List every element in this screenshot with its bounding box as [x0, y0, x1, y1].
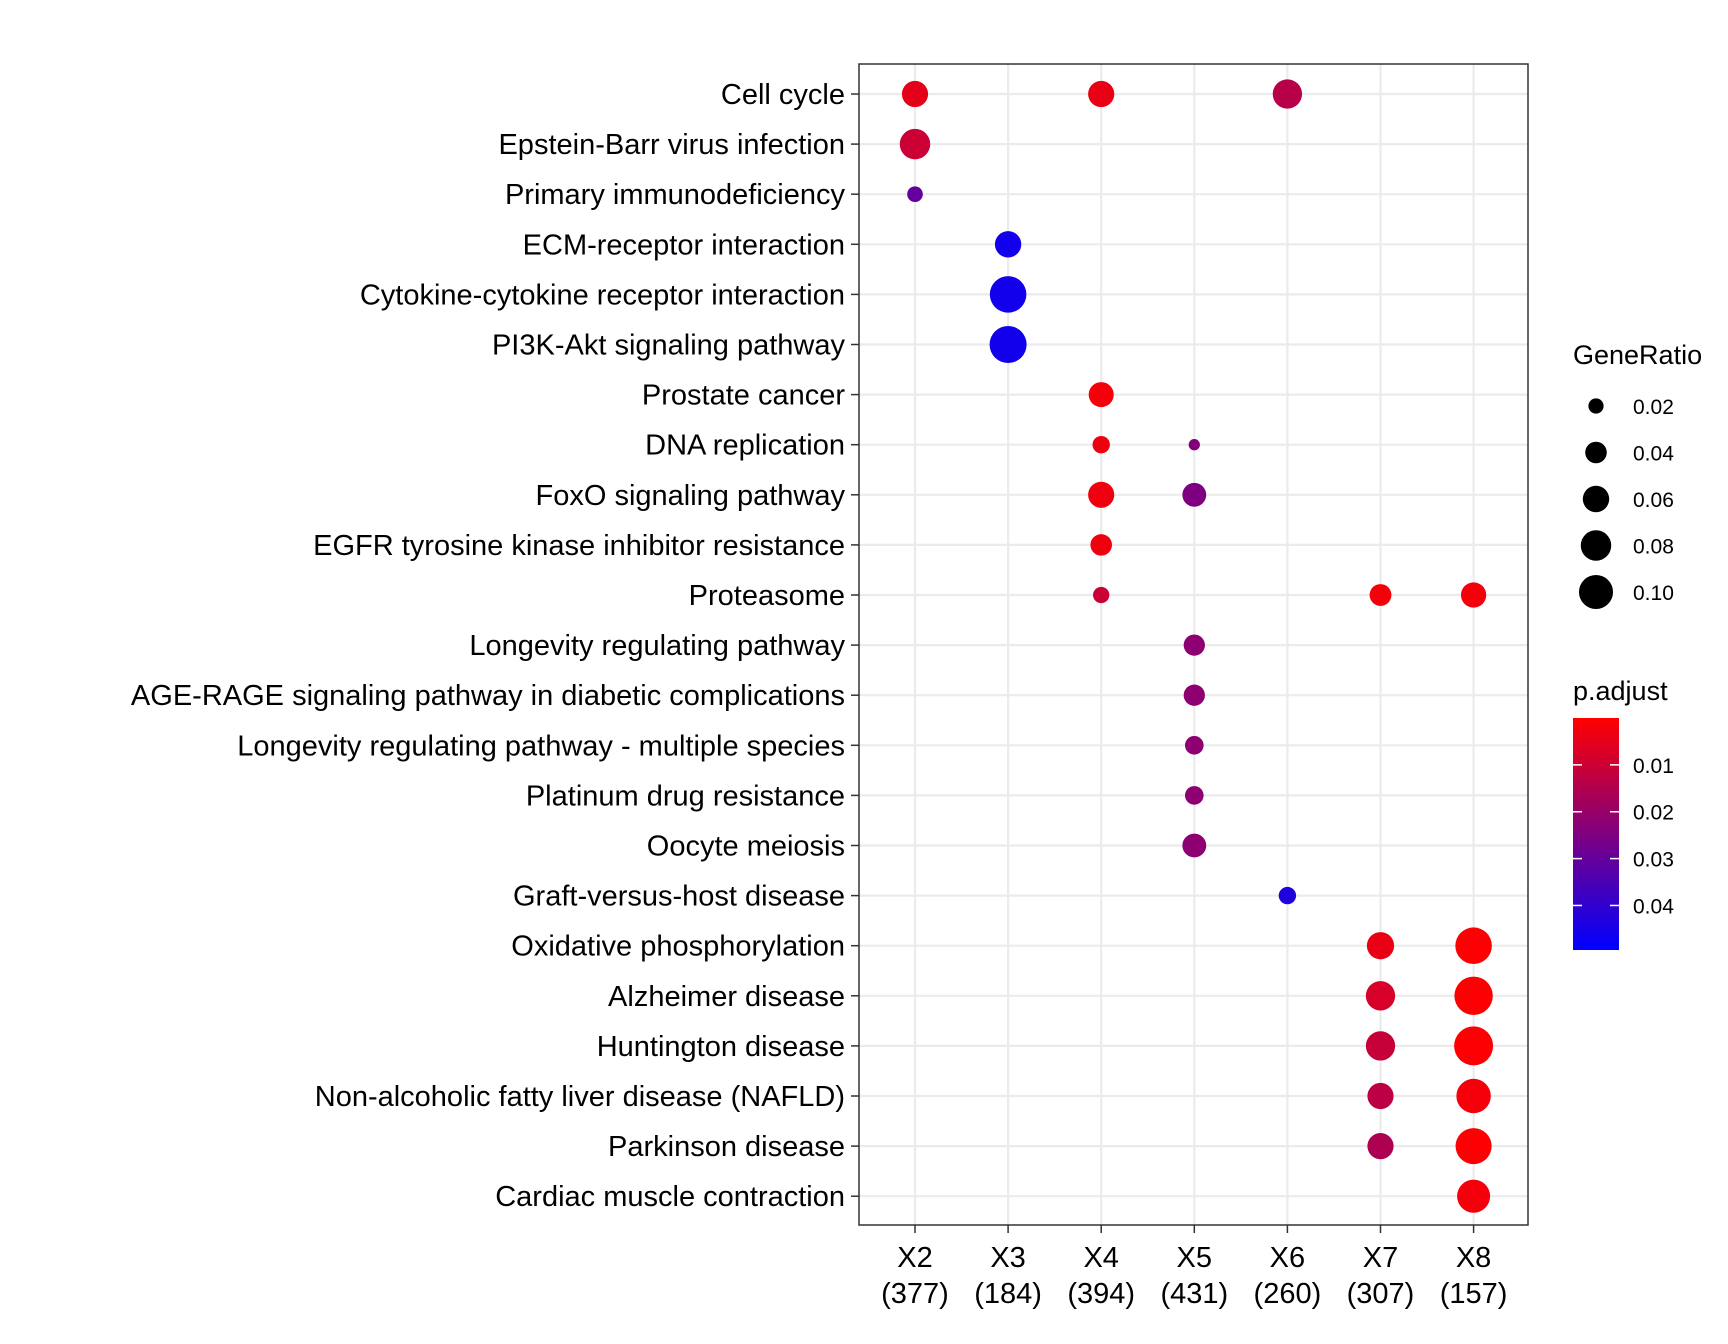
- x-count-x8: (157): [1440, 1278, 1508, 1310]
- x-label-x8: X8: [1456, 1242, 1491, 1274]
- point-x7-huntington-disease: [1365, 1031, 1396, 1061]
- plot-grid: [859, 64, 1528, 1225]
- point-x4-dna-replication: [1092, 436, 1110, 454]
- point-x5-age-rage-signaling-pathway-in-diabetic-complications: [1183, 684, 1205, 706]
- generatio-legend: GeneRatio 0.02 0.04 0.06 0.08 0.10: [1573, 340, 1702, 610]
- point-x5-oocyte-meiosis: [1182, 833, 1207, 858]
- data-points: [899, 79, 1494, 1213]
- y-label-non-alcoholic-fatty-liver-disease-nafld: Non-alcoholic fatty liver disease (NAFLD…: [315, 1081, 845, 1113]
- point-x2-cell-cycle: [901, 80, 929, 108]
- generatio-legend-label-3: 0.08: [1633, 536, 1674, 559]
- x-label-x5: X5: [1177, 1242, 1212, 1274]
- y-label-pi3k-akt-signaling-pathway: PI3K-Akt signaling pathway: [492, 330, 846, 362]
- x-axis: X2 (377) X3 (184) X4 (394) X5 (431) X6 (260) X7 (30…: [881, 1225, 1507, 1310]
- point-x2-epstein-barr-virus-infection: [899, 128, 931, 160]
- point-x4-foxo-signaling-pathway: [1088, 481, 1115, 508]
- y-label-platinum-drug-resistance: Platinum drug resistance: [526, 780, 845, 812]
- x-label-x3: X3: [990, 1242, 1025, 1274]
- p-adjust-colorbar: [1573, 718, 1619, 950]
- y-label-cell-cycle: Cell cycle: [721, 79, 845, 111]
- point-x8-cardiac-muscle-contraction: [1457, 1179, 1491, 1213]
- point-x8-huntington-disease: [1454, 1026, 1494, 1066]
- point-x7-oxidative-phosphorylation: [1366, 932, 1395, 960]
- y-label-longevity-regulating-pathway: Longevity regulating pathway: [469, 630, 845, 662]
- y-label-alzheimer-disease: Alzheimer disease: [608, 981, 845, 1013]
- generatio-legend-label-0: 0.02: [1633, 396, 1674, 419]
- generatio-legend-label-4: 0.10: [1633, 582, 1674, 605]
- point-x6-cell-cycle: [1272, 79, 1303, 109]
- y-label-longevity-regulating-pathway-multiple-species: Longevity regulating pathway - multiple …: [237, 730, 845, 762]
- x-count-x7: (307): [1347, 1278, 1415, 1310]
- y-label-graft-versus-host-disease: Graft-versus-host disease: [513, 881, 845, 913]
- generatio-legend-key-1: [1585, 441, 1607, 464]
- point-x3-ecm-receptor-interaction: [994, 231, 1022, 258]
- point-x6-graft-versus-host-disease: [1278, 886, 1297, 905]
- x-count-x6: (260): [1254, 1278, 1322, 1310]
- point-x8-alzheimer-disease: [1454, 976, 1493, 1015]
- x-label-x6: X6: [1270, 1242, 1305, 1274]
- generatio-legend-key-2: [1582, 485, 1610, 513]
- y-label-proteasome: Proteasome: [689, 580, 845, 612]
- y-label-prostate-cancer: Prostate cancer: [642, 380, 845, 412]
- point-x8-parkinson-disease: [1455, 1128, 1492, 1165]
- p-adjust-legend-label-2: 0.03: [1633, 849, 1674, 872]
- x-label-x4: X4: [1083, 1242, 1118, 1274]
- generatio-legend-key-4: [1578, 574, 1614, 610]
- y-label-primary-immunodeficiency: Primary immunodeficiency: [505, 179, 846, 211]
- point-x4-prostate-cancer: [1088, 382, 1114, 408]
- point-x5-platinum-drug-resistance: [1184, 786, 1204, 805]
- x-count-x3: (184): [974, 1278, 1042, 1310]
- y-label-epstein-barr-virus-infection: Epstein-Barr virus infection: [498, 129, 845, 161]
- y-label-dna-replication: DNA replication: [645, 430, 845, 462]
- point-x8-non-alcoholic-fatty-liver-disease-nafld: [1456, 1078, 1491, 1114]
- point-x3-pi3k-akt-signaling-pathway: [989, 325, 1027, 364]
- point-x7-non-alcoholic-fatty-liver-disease-nafld: [1367, 1082, 1394, 1110]
- point-x5-dna-replication: [1188, 439, 1200, 451]
- point-x5-foxo-signaling-pathway: [1182, 482, 1207, 507]
- p-adjust-legend-label-3: 0.04: [1633, 895, 1674, 918]
- x-count-x5: (431): [1160, 1278, 1228, 1310]
- y-label-cytokine-cytokine-receptor-interaction: Cytokine-cytokine receptor interaction: [360, 279, 845, 311]
- y-label-parkinson-disease: Parkinson disease: [608, 1131, 845, 1163]
- p-adjust-legend: p.adjust 0.01 0.02 0.03 0.04: [1573, 676, 1674, 950]
- generatio-legend-key-0: [1588, 398, 1604, 414]
- y-label-oxidative-phosphorylation: Oxidative phosphorylation: [511, 931, 845, 963]
- point-x4-egfr-tyrosine-kinase-inhibitor-resistance: [1090, 534, 1112, 556]
- x-label-x2: X2: [897, 1242, 932, 1274]
- point-x5-longevity-regulating-pathway: [1183, 634, 1205, 656]
- x-count-x4: (394): [1067, 1278, 1135, 1310]
- point-x7-parkinson-disease: [1367, 1133, 1394, 1160]
- point-x7-proteasome: [1369, 584, 1392, 606]
- point-x3-cytokine-cytokine-receptor-interaction: [989, 276, 1027, 313]
- point-x8-proteasome: [1460, 582, 1487, 608]
- p-adjust-legend-title: p.adjust: [1573, 676, 1668, 706]
- point-x2-primary-immunodeficiency: [907, 186, 923, 203]
- y-label-age-rage-signaling-pathway-in-diabetic-complications: AGE-RAGE signaling pathway in diabetic c…: [131, 680, 845, 712]
- point-x4-proteasome: [1093, 586, 1110, 604]
- generatio-legend-key-3: [1580, 530, 1612, 561]
- y-label-huntington-disease: Huntington disease: [597, 1031, 845, 1063]
- y-label-foxo-signaling-pathway: FoxO signaling pathway: [536, 480, 846, 512]
- point-x7-alzheimer-disease: [1365, 981, 1396, 1011]
- y-label-egfr-tyrosine-kinase-inhibitor-resistance: EGFR tyrosine kinase inhibitor resistanc…: [313, 530, 845, 562]
- y-label-ecm-receptor-interaction: ECM-receptor interaction: [523, 229, 845, 261]
- y-label-oocyte-meiosis: Oocyte meiosis: [647, 831, 845, 863]
- point-x5-longevity-regulating-pathway-multiple-species: [1184, 735, 1204, 755]
- point-x4-cell-cycle: [1088, 80, 1115, 108]
- y-label-cardiac-muscle-contraction: Cardiac muscle contraction: [495, 1181, 845, 1213]
- x-count-x2: (377): [881, 1278, 949, 1310]
- p-adjust-legend-label-1: 0.02: [1633, 802, 1674, 825]
- generatio-legend-label-1: 0.04: [1633, 443, 1674, 466]
- generatio-legend-title: GeneRatio: [1573, 340, 1702, 370]
- p-adjust-legend-label-0: 0.01: [1633, 755, 1674, 778]
- x-label-x7: X7: [1363, 1242, 1398, 1274]
- point-x8-oxidative-phosphorylation: [1455, 927, 1492, 964]
- y-axis: Cell cycle Epstein-Barr virus infection Pr…: [131, 79, 859, 1213]
- generatio-legend-label-2: 0.06: [1633, 489, 1674, 512]
